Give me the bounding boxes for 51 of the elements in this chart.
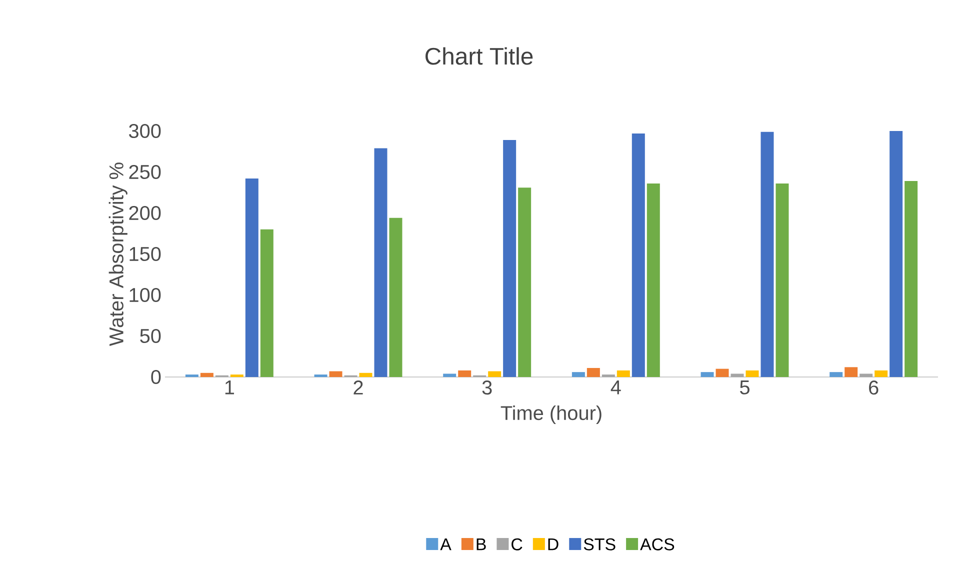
x-tick-label: 6: [869, 380, 878, 395]
bar: [730, 374, 744, 377]
bar: [443, 374, 456, 377]
legend-label: A: [440, 538, 452, 550]
x-axis-title: Time (hour): [500, 405, 602, 424]
legend-label: ACS: [640, 538, 674, 550]
bar: [632, 133, 645, 377]
bar: [844, 367, 858, 377]
bar: [716, 368, 729, 377]
bar: [874, 370, 888, 377]
y-tick-label: 200: [129, 206, 161, 220]
bar: [746, 370, 759, 377]
y-tick-label: 300: [129, 124, 161, 138]
bar: [389, 218, 402, 377]
x-tick-label: 1: [225, 380, 234, 394]
y-tick-label: 0: [151, 370, 161, 384]
legend-label: B: [476, 538, 486, 550]
bar: [616, 370, 630, 377]
bar: [776, 183, 789, 377]
y-tick-label: 50: [140, 328, 161, 344]
chart-title: Chart Title: [426, 47, 533, 65]
bar: [458, 370, 472, 377]
bar: [518, 188, 532, 377]
y-axis-title: Water Absorptivity %: [108, 162, 128, 346]
legend-label: STS: [584, 538, 616, 550]
bar: [245, 178, 258, 377]
bar: [374, 148, 388, 377]
y-tick-label: 150: [130, 246, 161, 262]
bar: [260, 229, 274, 377]
bar: [359, 372, 372, 377]
x-tick-label: 4: [610, 380, 621, 394]
bar: [700, 372, 714, 377]
legend-label: D: [548, 538, 558, 550]
bar: [760, 132, 774, 377]
bar: [904, 181, 918, 377]
y-tick-label: 250: [129, 164, 161, 180]
bar: [646, 183, 660, 377]
bar: [830, 372, 843, 377]
bar: [860, 374, 873, 377]
y-tick-label: 100: [130, 288, 161, 302]
bar: [572, 372, 585, 377]
bar: [890, 130, 903, 377]
x-tick-label: 2: [354, 380, 363, 394]
bar: [503, 140, 516, 377]
bar: [586, 368, 600, 377]
x-tick-label: 5: [740, 380, 750, 394]
bar: [488, 371, 502, 377]
legend-label: C: [512, 538, 522, 550]
x-tick-label: 3: [482, 380, 492, 395]
bar: [200, 372, 214, 377]
bar: [329, 371, 342, 377]
